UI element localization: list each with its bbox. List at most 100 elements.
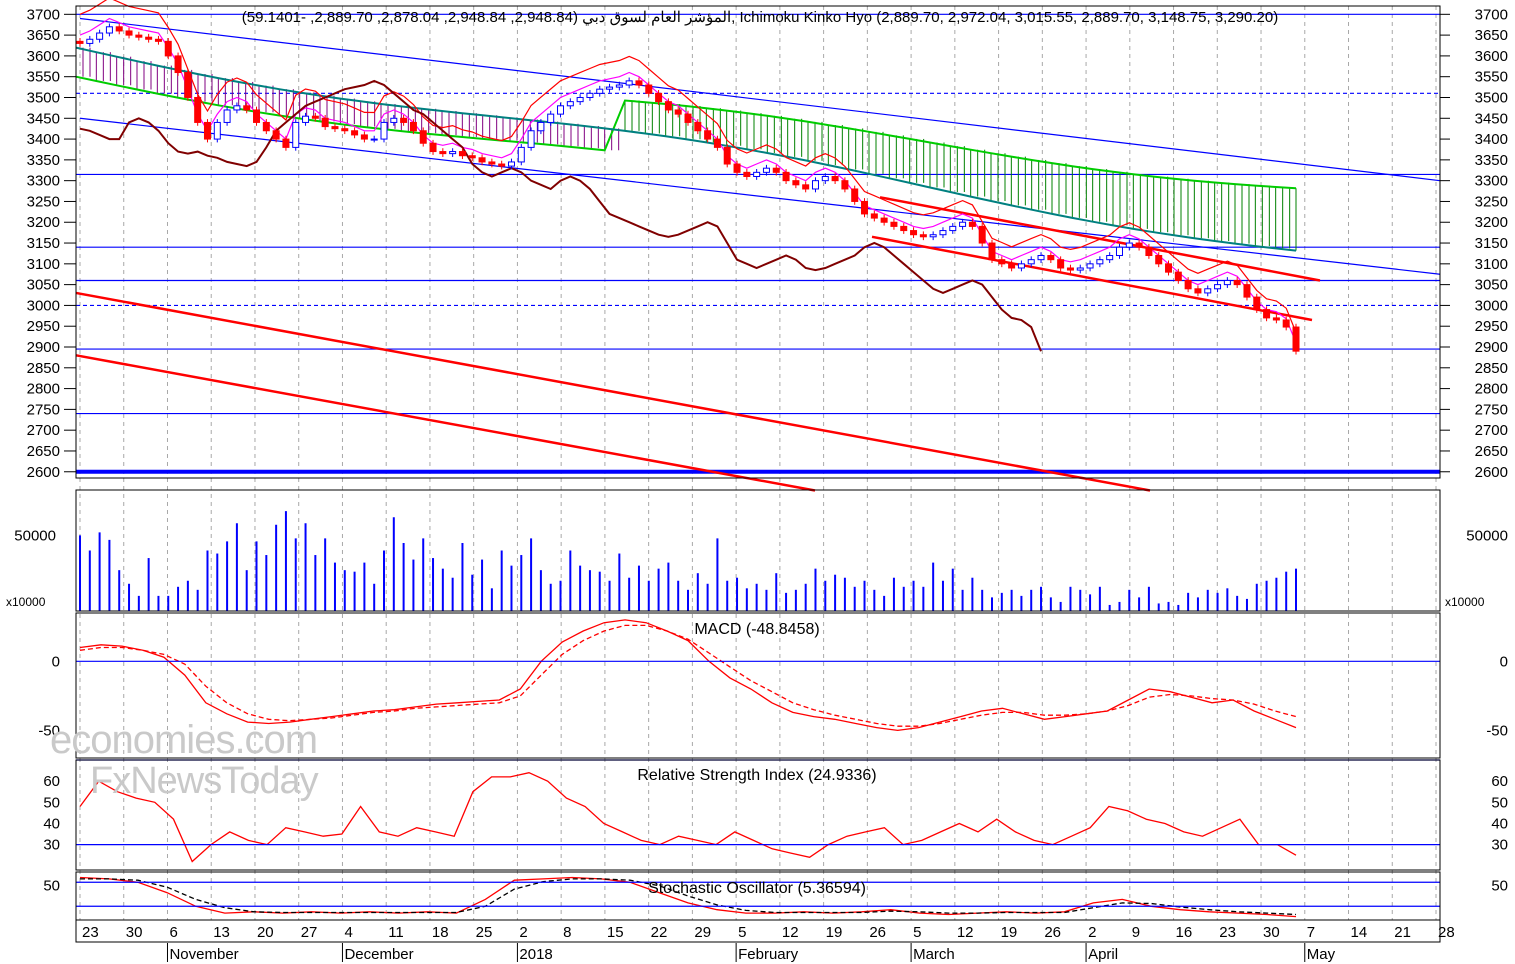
y-tick-label-left: 3200 bbox=[27, 214, 60, 231]
candle-body bbox=[919, 234, 927, 238]
candle-body bbox=[380, 121, 388, 140]
x-tick-label: 19 bbox=[826, 924, 843, 941]
stoch-title: Stochastic Oscillator (5.36594) bbox=[648, 880, 866, 897]
candle-body bbox=[1253, 296, 1261, 311]
candle-body bbox=[704, 130, 712, 140]
candle-body bbox=[1223, 279, 1231, 286]
candle-body bbox=[557, 105, 565, 115]
y-tick-label-right: 3350 bbox=[1475, 152, 1508, 169]
candle-body bbox=[86, 38, 94, 44]
y-tick-label-left: 3300 bbox=[27, 173, 60, 190]
candle-body bbox=[507, 161, 515, 167]
x-tick-label: 29 bbox=[694, 924, 711, 941]
candle-body bbox=[223, 109, 231, 123]
ichimoku-cloud bbox=[75, 46, 1297, 252]
sub-tick-left: 50 bbox=[43, 794, 60, 811]
y-tick-label-right: 3200 bbox=[1475, 214, 1508, 231]
candle-body bbox=[262, 121, 270, 132]
candle-body bbox=[498, 163, 506, 167]
sub-tick-left: 60 bbox=[43, 773, 60, 790]
x-tick-label: 12 bbox=[957, 924, 974, 941]
candle-body bbox=[1174, 271, 1182, 281]
candle-body bbox=[360, 134, 368, 140]
y-tick-label-left: 3400 bbox=[27, 131, 60, 148]
panel-frame-rsi bbox=[75, 759, 1441, 871]
x-tick-label: 2 bbox=[519, 924, 527, 941]
candle-body bbox=[1155, 255, 1163, 265]
month-label: December bbox=[344, 946, 413, 963]
candle-body bbox=[890, 221, 898, 227]
y-tick-label-right: 3050 bbox=[1475, 277, 1508, 294]
x-tick-label: 6 bbox=[169, 924, 177, 941]
y-tick-label-left: 2650 bbox=[27, 443, 60, 460]
x-tick-label: 15 bbox=[607, 924, 624, 941]
x-tick-label: 2 bbox=[1088, 924, 1096, 941]
candle-body bbox=[213, 121, 221, 140]
candle-body bbox=[1057, 259, 1065, 269]
candle-body bbox=[1145, 246, 1153, 257]
y-tick-label-left: 3600 bbox=[27, 48, 60, 65]
y-tick-label-left: 3550 bbox=[27, 69, 60, 86]
candle-body bbox=[949, 225, 957, 232]
candle-body bbox=[713, 138, 721, 148]
grid-layer bbox=[79, 6, 1437, 920]
candle-body bbox=[1106, 255, 1114, 261]
candle-body bbox=[390, 117, 398, 123]
x-tick-label: 8 bbox=[563, 924, 571, 941]
y-tick-label-left: 3100 bbox=[27, 256, 60, 273]
candle-body bbox=[135, 34, 143, 38]
candle-body bbox=[998, 259, 1006, 265]
x-tick-label: 9 bbox=[1132, 924, 1140, 941]
y-tick-label-right: 3600 bbox=[1475, 48, 1508, 65]
candle-body bbox=[311, 115, 319, 119]
candle-body bbox=[939, 230, 947, 236]
candle-body bbox=[566, 101, 574, 107]
candle-body bbox=[341, 128, 349, 132]
y-tick-label-right: 3400 bbox=[1475, 131, 1508, 148]
month-label: 2018 bbox=[519, 946, 552, 963]
candle-body bbox=[615, 84, 623, 88]
channel-line bbox=[79, 17, 1441, 182]
candle-body bbox=[645, 84, 653, 94]
candle-body bbox=[1066, 267, 1074, 271]
y-tick-label-left: 2850 bbox=[27, 360, 60, 377]
candle-body bbox=[125, 30, 133, 36]
candle-body bbox=[988, 242, 996, 261]
rsi-line bbox=[79, 772, 1297, 863]
y-tick-label-left: 3500 bbox=[27, 89, 60, 106]
candle-body bbox=[694, 121, 702, 132]
macd-signal-line bbox=[79, 624, 1297, 727]
sub-tick-right: 0 bbox=[1500, 653, 1508, 670]
volume-tick-right: 50000 bbox=[1466, 527, 1508, 544]
trend-line bbox=[75, 354, 816, 492]
y-tick-label-right: 2650 bbox=[1475, 443, 1508, 460]
y-tick-label-right: 2900 bbox=[1475, 339, 1508, 356]
candle-body bbox=[978, 225, 986, 244]
x-tick-label: 19 bbox=[1001, 924, 1018, 941]
candle-body bbox=[851, 188, 859, 202]
candle-body bbox=[1214, 284, 1222, 290]
candle-body bbox=[635, 80, 643, 86]
x-tick-label: 5 bbox=[913, 924, 921, 941]
sub-tick-left: 50 bbox=[43, 878, 60, 895]
candle-body bbox=[1047, 255, 1055, 261]
candle-body bbox=[1096, 259, 1104, 265]
candle-body bbox=[802, 184, 810, 190]
level-lines bbox=[75, 13, 1441, 492]
y-tick-label-left: 3700 bbox=[27, 6, 60, 23]
date-axis-frame bbox=[75, 919, 1441, 943]
sub-tick-right: 30 bbox=[1491, 837, 1508, 854]
candle-body bbox=[488, 161, 496, 165]
candle-body bbox=[782, 171, 790, 182]
x-tick-label: 11 bbox=[388, 924, 404, 941]
candle-body bbox=[351, 130, 359, 136]
candle-body bbox=[861, 200, 869, 215]
month-label: November bbox=[169, 946, 238, 963]
candle-body bbox=[1272, 317, 1280, 321]
month-label: April bbox=[1088, 946, 1118, 963]
candle-body bbox=[831, 176, 839, 182]
candle-body bbox=[184, 72, 192, 98]
candle-body bbox=[1086, 263, 1094, 269]
y-tick-label-left: 3000 bbox=[27, 297, 60, 314]
